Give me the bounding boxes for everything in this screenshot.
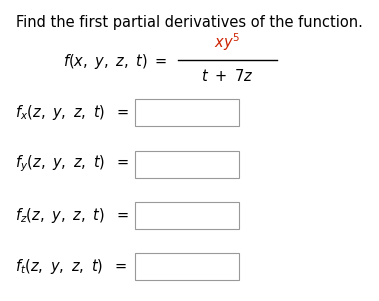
Text: $xy^5$: $xy^5$ (215, 31, 240, 53)
Text: $f_{y}(z,\ y,\ z,\ t)\ \ =$: $f_{y}(z,\ y,\ z,\ t)\ \ =$ (15, 154, 130, 174)
Text: $f_{t}(z,\ y,\ z,\ t)\ \ =$: $f_{t}(z,\ y,\ z,\ t)\ \ =$ (15, 257, 128, 276)
Text: Find the first partial derivatives of the function.: Find the first partial derivatives of th… (16, 15, 363, 30)
Text: $t\ +\ 7z$: $t\ +\ 7z$ (201, 68, 254, 84)
Text: $f_{z}(z,\ y,\ z,\ t)\ \ =$: $f_{z}(z,\ y,\ z,\ t)\ \ =$ (15, 206, 129, 225)
Text: $f(x,\ y,\ z,\ t)\ =$: $f(x,\ y,\ z,\ t)\ =$ (63, 52, 167, 71)
Text: $f_{x}(z,\ y,\ z,\ t)\ \ =$: $f_{x}(z,\ y,\ z,\ t)\ \ =$ (15, 103, 130, 123)
